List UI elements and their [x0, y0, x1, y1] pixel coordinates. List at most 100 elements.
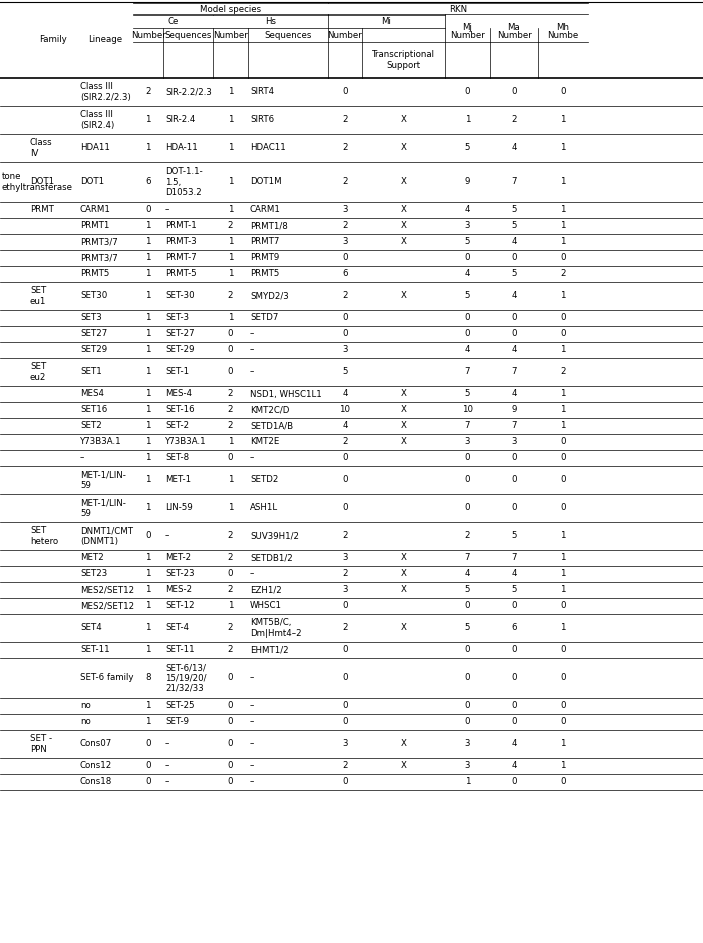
Text: 1: 1 [146, 222, 150, 230]
Text: 0: 0 [228, 718, 233, 726]
Text: Number: Number [131, 31, 165, 41]
Text: 7: 7 [465, 422, 470, 431]
Text: 2: 2 [146, 88, 150, 96]
Text: 7: 7 [511, 554, 517, 563]
Text: 1: 1 [560, 623, 566, 633]
Text: 1: 1 [228, 270, 233, 278]
Text: –: – [165, 739, 169, 749]
Text: PRMT-5: PRMT-5 [165, 270, 197, 278]
Text: HDAC11: HDAC11 [250, 143, 285, 153]
Text: MES2/SET12: MES2/SET12 [80, 586, 134, 594]
Text: DNMT1/CMT
(DNMT1): DNMT1/CMT (DNMT1) [80, 526, 133, 546]
Text: 1: 1 [560, 143, 566, 153]
Text: 8: 8 [146, 673, 150, 683]
Text: SET-1: SET-1 [165, 368, 189, 376]
Text: PRMT-1: PRMT-1 [165, 222, 197, 230]
Text: 1: 1 [560, 345, 566, 355]
Text: –: – [165, 206, 169, 214]
Text: 2: 2 [560, 270, 566, 278]
Text: 1: 1 [146, 504, 150, 512]
Text: 2: 2 [228, 389, 233, 399]
Text: 2: 2 [228, 532, 233, 540]
Text: 1: 1 [560, 238, 566, 246]
Text: 0: 0 [511, 646, 517, 654]
Text: 1: 1 [146, 405, 150, 415]
Text: 1: 1 [146, 646, 150, 654]
Text: HDA-11: HDA-11 [165, 143, 198, 153]
Text: SET27: SET27 [80, 329, 108, 339]
Text: no: no [80, 702, 91, 710]
Text: MET2: MET2 [80, 554, 104, 563]
Text: 4: 4 [511, 739, 517, 749]
Text: 0: 0 [342, 646, 348, 654]
Text: 0: 0 [560, 475, 566, 485]
Text: SETD2: SETD2 [250, 475, 278, 485]
Text: 1: 1 [146, 623, 150, 633]
Text: –: – [250, 570, 254, 578]
Text: 1: 1 [560, 405, 566, 415]
Text: 0: 0 [465, 313, 470, 323]
Text: SET3: SET3 [80, 313, 102, 323]
Text: 5: 5 [511, 270, 517, 278]
Text: Model species: Model species [200, 5, 261, 13]
Text: 1: 1 [465, 115, 470, 124]
Text: SET
eu2: SET eu2 [30, 362, 46, 382]
Text: 0: 0 [511, 702, 517, 710]
Text: 3: 3 [342, 554, 348, 563]
Text: 9: 9 [465, 177, 470, 187]
Text: tone
ethyltransferase: tone ethyltransferase [2, 173, 73, 191]
Text: SET-4: SET-4 [165, 623, 189, 633]
Text: 0: 0 [228, 345, 233, 355]
Text: 2: 2 [560, 368, 566, 376]
Text: 0: 0 [465, 454, 470, 462]
Text: 1: 1 [146, 270, 150, 278]
Text: 0: 0 [560, 504, 566, 512]
Text: 0: 0 [511, 329, 517, 339]
Text: SET23: SET23 [80, 570, 108, 578]
Text: 0: 0 [465, 702, 470, 710]
Text: 7: 7 [465, 368, 470, 376]
Text: SET-6/13/
15/19/20/
21/32/33: SET-6/13/ 15/19/20/ 21/32/33 [165, 663, 207, 693]
Text: 4: 4 [511, 570, 517, 578]
Text: PRMT-7: PRMT-7 [165, 254, 197, 262]
Text: SET-3: SET-3 [165, 313, 189, 323]
Text: 4: 4 [465, 570, 470, 578]
Text: 1: 1 [146, 422, 150, 431]
Text: 0: 0 [146, 777, 150, 786]
Text: X: X [401, 586, 406, 594]
Text: 2: 2 [228, 422, 233, 431]
Text: 5: 5 [465, 291, 470, 301]
Text: 2: 2 [342, 570, 348, 578]
Text: CARM1: CARM1 [80, 206, 111, 214]
Text: DOT1M: DOT1M [250, 177, 282, 187]
Text: Number: Number [213, 31, 248, 41]
Text: SET-29: SET-29 [165, 345, 195, 355]
Text: 10: 10 [340, 405, 351, 415]
Text: 4: 4 [511, 143, 517, 153]
Text: SIR-2.2/2.3: SIR-2.2/2.3 [165, 88, 212, 96]
Text: 0: 0 [511, 454, 517, 462]
Text: 5: 5 [342, 368, 348, 376]
Text: 3: 3 [342, 238, 348, 246]
Text: EHMT1/2: EHMT1/2 [250, 646, 289, 654]
Text: 1: 1 [228, 254, 233, 262]
Text: 5: 5 [511, 222, 517, 230]
Text: 1: 1 [146, 368, 150, 376]
Text: SET -
PPN: SET - PPN [30, 735, 52, 753]
Text: SMYD2/3: SMYD2/3 [250, 291, 289, 301]
Text: 0: 0 [511, 475, 517, 485]
Text: 2: 2 [342, 438, 348, 446]
Text: 0: 0 [560, 88, 566, 96]
Text: 0: 0 [465, 673, 470, 683]
Text: MET-1/LIN-
59: MET-1/LIN- 59 [80, 471, 126, 489]
Text: X: X [401, 238, 406, 246]
Text: 0: 0 [560, 777, 566, 786]
Text: 0: 0 [465, 718, 470, 726]
Text: 2: 2 [228, 554, 233, 563]
Text: 4: 4 [511, 291, 517, 301]
Text: 0: 0 [465, 254, 470, 262]
Text: SETD1A/B: SETD1A/B [250, 422, 293, 431]
Text: 0: 0 [342, 313, 348, 323]
Text: 2: 2 [342, 222, 348, 230]
Text: 1: 1 [146, 702, 150, 710]
